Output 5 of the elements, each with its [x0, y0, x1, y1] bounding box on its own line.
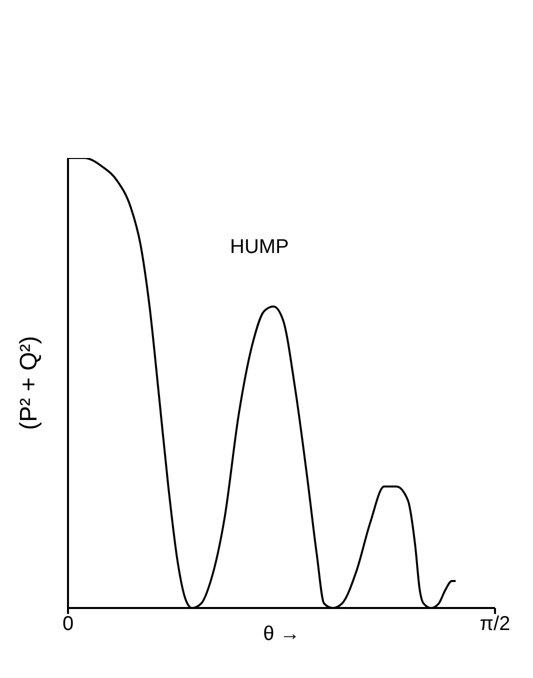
y-axis-title: (P² + Q²)	[16, 336, 43, 430]
annotation: HUMP	[230, 236, 289, 259]
x-tick-label: π/2	[480, 613, 510, 636]
x-tick-label: 0	[62, 613, 74, 636]
x-axis-title: θ →	[263, 623, 300, 645]
